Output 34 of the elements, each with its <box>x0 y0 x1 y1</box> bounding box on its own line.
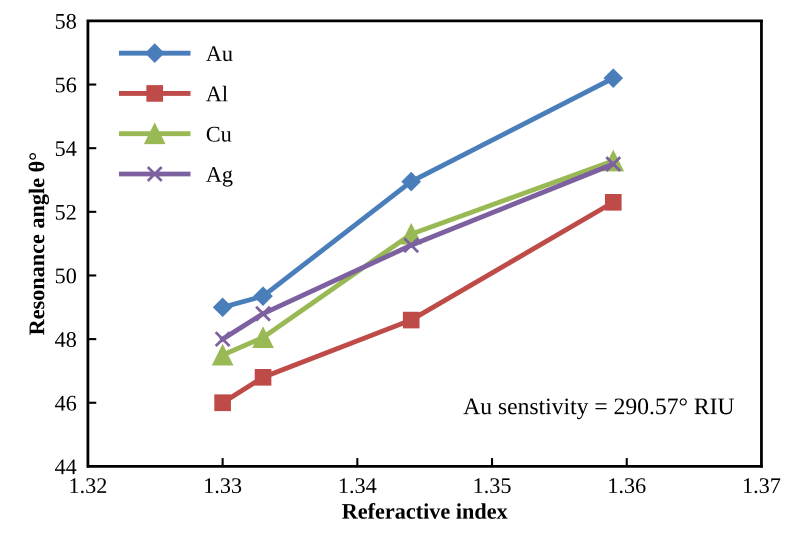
y-tick-label: 56 <box>56 78 76 92</box>
y-tick-label: 48 <box>55 332 76 348</box>
legend-label: Al <box>206 86 228 102</box>
legend-label: Cu <box>206 126 232 142</box>
legend-label: Au <box>206 46 233 62</box>
point <box>252 327 274 348</box>
point <box>402 236 420 254</box>
x-tick-label: 1.33 <box>205 478 242 494</box>
point <box>214 330 231 348</box>
point <box>402 172 421 192</box>
y-tick-label: 50 <box>56 268 76 284</box>
x-tick-label: 1.35 <box>474 478 511 494</box>
point <box>604 68 623 88</box>
point <box>254 286 273 306</box>
y-tick-label: 52 <box>56 204 76 220</box>
x-axis-title: Referactive index <box>342 502 508 519</box>
annotation: Au senstivity = 290.57° RIU <box>463 398 734 420</box>
y-axis-title: Resonance angle θ° <box>28 153 50 335</box>
point <box>212 344 234 366</box>
x-tick-label: 1.32 <box>70 478 106 494</box>
x-tick-label: 1.36 <box>609 478 646 494</box>
y-tick-label: 44 <box>55 459 76 474</box>
x-tick-label: 1.37 <box>744 478 780 494</box>
point <box>254 305 272 322</box>
point <box>604 194 622 211</box>
point <box>213 298 232 317</box>
y-tick-label: 54 <box>56 141 76 156</box>
point <box>402 312 420 328</box>
point <box>254 368 272 386</box>
y-tick-label: 46 <box>55 396 76 411</box>
point <box>214 394 231 412</box>
legend-label: Ag <box>206 167 233 187</box>
x-tick-label: 1.34 <box>340 478 376 494</box>
y-tick-label: 58 <box>56 14 76 29</box>
